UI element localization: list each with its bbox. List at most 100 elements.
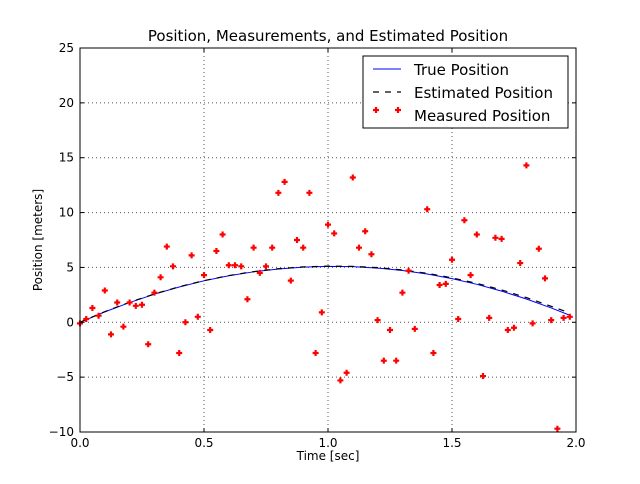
measured-point [362, 228, 369, 235]
measured-point [139, 301, 145, 308]
y-tick-label: 5 [66, 260, 74, 274]
measured-point [194, 313, 201, 320]
measured-point [108, 331, 114, 338]
measured-point [114, 299, 121, 306]
measured-point [120, 323, 127, 330]
measured-point [256, 269, 263, 276]
measured-point [368, 251, 375, 258]
measured-point [498, 235, 505, 242]
measured-point [411, 325, 418, 332]
measured-point [225, 262, 232, 269]
measured-point [145, 341, 152, 348]
measured-point [374, 317, 381, 324]
measured-point [523, 162, 530, 169]
measured-point [517, 260, 524, 267]
measured-point [467, 272, 474, 279]
y-tick-label: 20 [59, 96, 74, 110]
measured-point [176, 350, 183, 357]
y-tick-label: 15 [59, 151, 74, 165]
y-tick-label: −10 [49, 425, 74, 439]
measured-point [387, 326, 393, 333]
measured-point [535, 245, 542, 252]
measured-point [101, 287, 108, 294]
measured-point [436, 281, 443, 288]
measured-point [343, 369, 350, 376]
measured-point [442, 280, 449, 287]
estimated-position-line [79, 265, 571, 323]
measured-point [170, 263, 176, 270]
measured-point [83, 315, 90, 322]
measured-point [188, 252, 195, 259]
measured-point [294, 237, 300, 243]
x-axis-label: Time [sec] [296, 449, 360, 463]
measured-point [393, 357, 400, 364]
measured-point [473, 231, 480, 238]
measured-point [554, 425, 561, 432]
measured-point [219, 231, 226, 238]
measured-point [263, 263, 269, 270]
y-axis-label: Position [meters] [31, 189, 45, 291]
measured-point [312, 350, 319, 357]
measured-point [486, 314, 493, 321]
measured-point [132, 302, 139, 309]
measured-point [337, 377, 344, 384]
legend-true-label: True Position [413, 61, 509, 79]
plot-area [77, 162, 573, 432]
measured-point [300, 244, 307, 251]
legend-measured-marker [373, 107, 401, 113]
x-tick-label: 2.0 [566, 436, 585, 450]
measured-point [349, 174, 356, 181]
measured-point [244, 296, 251, 303]
axis-ticks: 0.0 0.5 1.0 1.5 2.0 −10 −5 0 5 10 15 20 25 [49, 41, 586, 450]
y-tick-label: −5 [56, 370, 74, 384]
measured-point [542, 275, 548, 282]
measured-point [380, 357, 387, 364]
measured-point [511, 324, 517, 331]
legend-measured-label: Measured Position [414, 107, 550, 125]
measured-point [480, 373, 486, 380]
chart-title: Position, Measurements, and Estimated Po… [148, 27, 508, 45]
measured-point [399, 289, 406, 296]
measured-point [232, 262, 238, 269]
measured-point [275, 189, 282, 196]
measured-point [213, 247, 220, 254]
measured-point [529, 320, 536, 327]
measured-point [424, 206, 431, 213]
measured-point [250, 244, 257, 251]
measured-point [356, 244, 362, 251]
x-tick-label: 0.5 [194, 436, 213, 450]
measured-point [504, 326, 511, 333]
legend: True Position Estimated Position Measure… [362, 55, 569, 129]
measured-point [269, 244, 276, 251]
measured-point [325, 221, 331, 228]
measured-point [182, 319, 189, 326]
measured-point [566, 313, 573, 320]
measured-point [331, 230, 338, 237]
measured-point [287, 277, 294, 284]
measured-point [126, 299, 133, 306]
measured-point [548, 317, 555, 324]
x-tick-label: 1.0 [318, 436, 337, 450]
y-tick-label: 10 [59, 206, 74, 220]
measured-point [157, 274, 164, 281]
measured-point [318, 309, 325, 316]
measured-point [461, 217, 468, 224]
measured-point [560, 314, 567, 321]
measured-point [492, 234, 499, 241]
measured-point [449, 256, 455, 263]
measured-point [405, 267, 412, 274]
x-tick-label: 0.0 [70, 436, 89, 450]
measured-point [201, 272, 207, 279]
measured-point [306, 189, 313, 196]
legend-estimated-label: Estimated Position [414, 84, 553, 102]
measured-point [281, 178, 288, 185]
measured-point [89, 305, 96, 312]
x-tick-label: 1.5 [442, 436, 461, 450]
measured-point [151, 289, 158, 296]
y-tick-label: 0 [66, 315, 74, 329]
y-tick-label: 25 [59, 41, 74, 55]
measured-point [163, 243, 170, 250]
measured-point [207, 326, 214, 333]
measured-point [455, 315, 462, 322]
